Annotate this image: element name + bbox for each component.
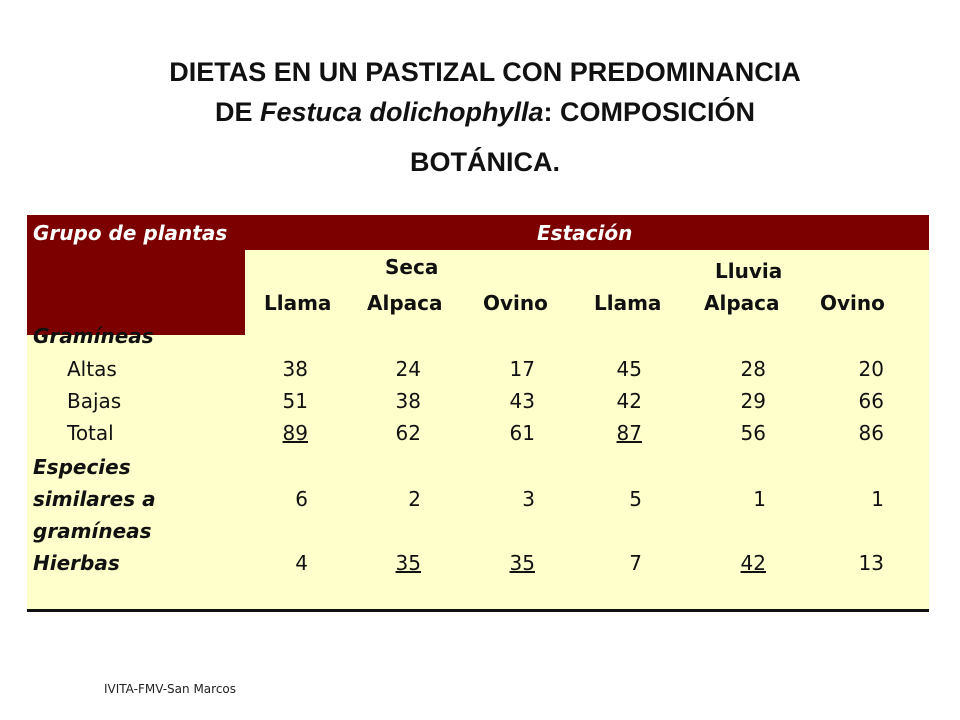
table-cell: 24 <box>395 357 421 381</box>
table-cell: 28 <box>740 357 766 381</box>
row-label-especies-1: Especies <box>33 455 131 479</box>
col-header-alpaca-seca: Alpaca <box>367 291 443 315</box>
title-scientific-name: Festuca dolichophylla <box>259 97 544 127</box>
table-cell: 89 <box>228 419 308 447</box>
table-cell: 29 <box>740 389 766 413</box>
title-line-1: DIETAS EN UN PASTIZAL CON PREDOMINANCIA <box>169 57 801 87</box>
row-label-bajas: Bajas <box>67 389 122 413</box>
table-cell: 1 <box>871 487 884 511</box>
table-cell: 38 <box>282 357 308 381</box>
table-cell: 87 <box>562 419 642 447</box>
table-cell: 45 <box>616 357 642 381</box>
table-cell: 2 <box>408 487 421 511</box>
table-cell: 4 <box>295 551 308 575</box>
row-label-especies-2: similares a <box>33 487 156 511</box>
table-cell: 86 <box>858 421 884 445</box>
table-cell: 35 <box>455 549 535 577</box>
table-cell: 61 <box>509 421 535 445</box>
title-line-3: BOTÁNICA. <box>410 147 560 177</box>
underlined-value: 35 <box>395 551 421 575</box>
table-cell: 13 <box>858 551 884 575</box>
table-cell: 51 <box>282 389 308 413</box>
row-label-especies-3: gramíneas <box>33 519 152 543</box>
col-header-ovino-seca: Ovino <box>483 291 548 315</box>
row-label-altas: Altas <box>67 357 117 381</box>
table-cell: 66 <box>858 389 884 413</box>
header-grupo-de-plantas: Grupo de plantas <box>33 221 228 245</box>
title-line-2-prefix: DE <box>214 97 260 127</box>
diet-table: Grupo de plantas Estación Seca Lluvia Ll… <box>27 215 929 612</box>
col-header-ovino-lluvia: Ovino <box>820 291 885 315</box>
table-cell: 62 <box>395 421 421 445</box>
table-header-bar <box>27 215 929 250</box>
table-cell: 6 <box>295 487 308 511</box>
table-cell: 38 <box>395 389 421 413</box>
table-cell: 5 <box>629 487 642 511</box>
col-header-llama-lluvia: Llama <box>594 291 662 315</box>
table-cell: 42 <box>616 389 642 413</box>
table-cell: 1 <box>753 487 766 511</box>
table-cell: 7 <box>629 551 642 575</box>
section-gramineas: Gramíneas <box>33 324 154 348</box>
col-header-llama-seca: Llama <box>264 291 332 315</box>
table-cell: 3 <box>522 487 535 511</box>
col-header-alpaca-lluvia: Alpaca <box>704 291 780 315</box>
table-cell: 35 <box>341 549 421 577</box>
underlined-value: 89 <box>282 421 308 445</box>
table-cell: 56 <box>740 421 766 445</box>
underlined-value: 42 <box>740 551 766 575</box>
header-seca: Seca <box>385 255 439 279</box>
title-line-2-suffix: : COMPOSICIÓN <box>543 97 756 127</box>
table-cell: 20 <box>858 357 884 381</box>
underlined-value: 35 <box>509 551 535 575</box>
footer-credit: IVITA-FMV-San Marcos <box>104 682 237 696</box>
underlined-value: 87 <box>616 421 642 445</box>
table-cell: 43 <box>509 389 535 413</box>
slide-title: DIETAS EN UN PASTIZAL CON PREDOMINANCIA … <box>60 52 910 188</box>
table-cell: 17 <box>509 357 535 381</box>
row-label-total: Total <box>67 421 114 445</box>
table-header-left-block <box>27 250 245 335</box>
title-line-2: DE Festuca dolichophylla: COMPOSICIÓN <box>60 92 910 132</box>
header-lluvia: Lluvia <box>715 259 783 283</box>
table-cell: 42 <box>686 549 766 577</box>
header-estacion: Estación <box>537 221 633 245</box>
row-label-hierbas: Hierbas <box>33 551 120 575</box>
